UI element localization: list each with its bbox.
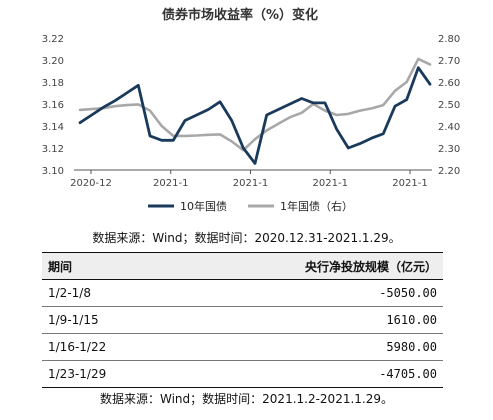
series-line-1y: [78, 57, 432, 152]
table-row: 1/23-1/29 -4705.00: [42, 360, 443, 388]
left-y-tick-label: 3.10: [42, 166, 64, 177]
yield-chart: 债券市场收益率（%）变化 3.10 3.12 3.14 3.16 3.18 3.20 3.2…: [42, 7, 461, 213]
table-row: 1/16-1/22 5980.00: [42, 333, 443, 361]
left-y-tick-label: 3.14: [42, 122, 64, 133]
left-y-tick-label: 3.22: [42, 34, 64, 45]
left-y-axis: 3.10 3.12 3.14 3.16 3.18 3.20 3.22: [42, 34, 64, 177]
legend-label-10y: 10年国债: [180, 199, 227, 213]
x-tick-label: 2020-12: [70, 178, 112, 189]
amount-cell: 1610.00: [173, 306, 443, 334]
chart-title: 债券市场收益率（%）变化: [162, 7, 318, 23]
left-y-tick-label: 3.16: [42, 100, 64, 111]
legend-label-1y: 1年国债（右）: [280, 199, 353, 213]
right-y-tick-label: 2.40: [438, 122, 460, 133]
period-cell: 1/2-1/8: [42, 279, 174, 307]
table-row: 1/9-1/15 1610.00: [42, 306, 443, 334]
right-y-tick-label: 2.20: [438, 166, 460, 177]
amount-cell: 5980.00: [173, 333, 443, 361]
amount-cell: -5050.00: [173, 279, 443, 307]
x-tick-label: 2021-1: [233, 178, 268, 189]
right-y-axis: 2.20 2.30 2.40 2.50 2.60 2.70 2.80: [438, 34, 460, 177]
net-injection-table: 期间 央行净投放规模（亿元） 1/2-1/8 -5050.00 1/9-1/15…: [42, 252, 443, 388]
right-y-tick-label: 2.60: [438, 78, 460, 89]
table-source-note: 数据来源：Wind；数据时间：2021.1.2-2021.1.29。: [100, 392, 393, 406]
left-y-tick-label: 3.18: [42, 78, 64, 89]
table-header-row: 期间 央行净投放规模（亿元）: [42, 252, 443, 280]
right-y-tick-label: 2.80: [438, 34, 460, 45]
right-y-tick-label: 2.70: [438, 56, 460, 67]
series-line-10y: [78, 66, 432, 165]
chart-source-note: 数据来源：Wind；数据时间：2020.12.31-2021.1.29。: [92, 231, 401, 245]
amount-cell: -4705.00: [173, 360, 443, 388]
period-cell: 1/23-1/29: [42, 360, 174, 388]
period-cell: 1/9-1/15: [42, 306, 174, 334]
right-y-tick-label: 2.50: [438, 100, 460, 111]
period-cell: 1/16-1/22: [42, 333, 174, 361]
series-layer: [78, 57, 432, 165]
legend: 10年国债 1年国债（右）: [148, 199, 353, 213]
column-header-amount: 央行净投放规模（亿元）: [173, 252, 443, 280]
right-y-tick-label: 2.30: [438, 144, 460, 155]
table-row: 1/2-1/8 -5050.00: [42, 279, 443, 307]
column-header-period: 期间: [42, 252, 174, 280]
x-axis: 2020-12 2021-1 2021-1 2021-1 2021-1: [70, 170, 428, 189]
left-y-tick-label: 3.12: [42, 144, 64, 155]
x-tick-label: 2021-1: [392, 178, 427, 189]
x-tick-label: 2021-1: [313, 178, 348, 189]
x-tick-label: 2021-1: [153, 178, 188, 189]
left-y-tick-label: 3.20: [42, 56, 64, 67]
